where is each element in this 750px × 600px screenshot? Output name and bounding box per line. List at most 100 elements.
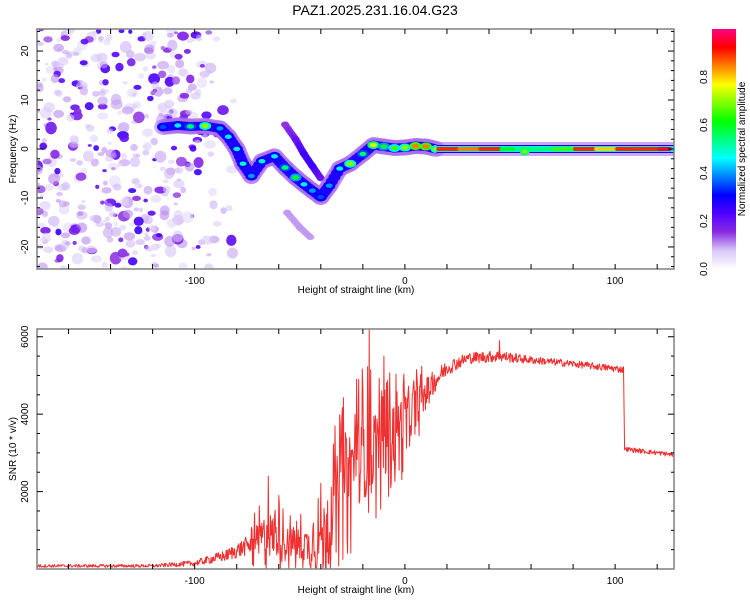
noise-blob (129, 156, 141, 168)
noise-blob (119, 134, 130, 143)
noise-blob (112, 183, 122, 191)
noise-blob (134, 183, 144, 189)
main-ridge-core (224, 134, 232, 139)
carrier-segment (478, 147, 502, 151)
main-ridge-core (159, 124, 167, 130)
noise-blob (81, 236, 91, 245)
noise-blob (85, 245, 98, 254)
noise-blob (179, 92, 190, 99)
noise-blob (50, 74, 60, 84)
snr-xtick-label: 100 (607, 576, 624, 587)
noise-blob (101, 261, 108, 268)
noise-blob (41, 138, 47, 143)
spectrogram-ytick-label: 20 (20, 45, 31, 57)
carrier-segment (457, 147, 481, 151)
noise-blob (202, 134, 208, 138)
noise-blob (93, 145, 100, 151)
noise-blob (98, 35, 104, 41)
carrier-segment (657, 147, 672, 151)
noise-blob (43, 36, 53, 43)
noise-blob (39, 142, 48, 150)
noise-blob (44, 183, 54, 192)
noise-blob (194, 139, 201, 144)
noise-blob (176, 156, 187, 167)
noise-blob (212, 36, 221, 42)
colorbar-gradient (712, 29, 736, 269)
noise-blob (69, 158, 76, 162)
main-ridge-core (247, 173, 255, 179)
snr-xlabel: Height of straight line (km) (298, 585, 415, 596)
noise-blob (45, 121, 57, 135)
main-ridge-core (369, 142, 377, 148)
noise-blob (37, 185, 46, 194)
secondary-ridge-point (295, 224, 304, 231)
colorbar-tick-label: 0.8 (699, 70, 710, 84)
main-ridge-core (390, 145, 398, 151)
main-ridge-core (325, 183, 333, 188)
noise-blob (193, 157, 204, 168)
noise-blob (142, 66, 149, 72)
noise-blob (50, 149, 60, 159)
noise-blob (133, 207, 140, 212)
noise-blob (41, 232, 51, 243)
noise-blob (116, 162, 122, 168)
noise-blob (101, 187, 112, 194)
main-ridge-core (281, 165, 289, 170)
spectrogram-panel: -100 0 100 Height of straight line (km) … (8, 28, 675, 296)
noise-blob (119, 224, 127, 231)
noise-blob (193, 169, 202, 176)
noise-blob (154, 150, 167, 163)
noise-blob (62, 96, 72, 103)
noise-blob (78, 84, 84, 90)
noise-blob (153, 86, 164, 97)
noise-blob (102, 180, 108, 186)
main-ridge-core (239, 161, 247, 166)
noise-blob (84, 102, 94, 111)
main-ridge-core (292, 175, 300, 180)
noise-blob (138, 207, 144, 213)
carrier-segment (436, 147, 460, 151)
noise-blob (150, 243, 160, 251)
noise-blob (80, 38, 89, 45)
noise-blob (53, 89, 62, 96)
noise-blob (99, 61, 108, 69)
colorbar-tick-label: 0.6 (699, 118, 710, 132)
spectrogram-xtick-label: 0 (402, 276, 408, 287)
main-ridge-core (346, 161, 354, 166)
noise-blob (109, 211, 117, 218)
noise-blob (151, 81, 160, 89)
noise-blob (79, 60, 88, 66)
snr-ytick-label: 6000 (20, 325, 31, 348)
secondary-ridge-point (291, 136, 300, 143)
snr-panel: -100 0 100 Height of straight line (km) … (8, 325, 675, 596)
spectrogram-xtick-label: 100 (607, 276, 624, 287)
noise-blob (89, 134, 99, 143)
noise-blob (71, 253, 84, 265)
noise-blob (87, 144, 92, 147)
noise-blob (143, 185, 153, 195)
noise-blob (43, 102, 55, 113)
noise-blob (68, 226, 80, 235)
noise-blob (206, 252, 212, 257)
noise-blob (208, 187, 217, 197)
noise-blob (173, 179, 185, 189)
noise-blob (182, 211, 194, 223)
noise-blob (95, 29, 102, 34)
colorbar-tick-label: 0.2 (699, 214, 710, 228)
spectrogram-axes-ticks (37, 29, 674, 269)
noise-blob (185, 109, 193, 115)
main-ridge-core (317, 194, 325, 200)
main-ridge-core (380, 144, 388, 149)
noise-blob (86, 124, 95, 132)
noise-blob (164, 76, 175, 87)
noise-blob (42, 158, 52, 165)
spectrogram-xlabel: Height of straight line (km) (298, 285, 415, 296)
noise-blob (150, 194, 162, 203)
noise-blob (166, 64, 176, 74)
noise-blob (128, 29, 133, 34)
noise-blob (90, 158, 99, 167)
noise-blob (60, 35, 70, 42)
noise-blob (180, 186, 187, 194)
noise-blob (103, 89, 110, 93)
noise-blob (168, 159, 175, 165)
